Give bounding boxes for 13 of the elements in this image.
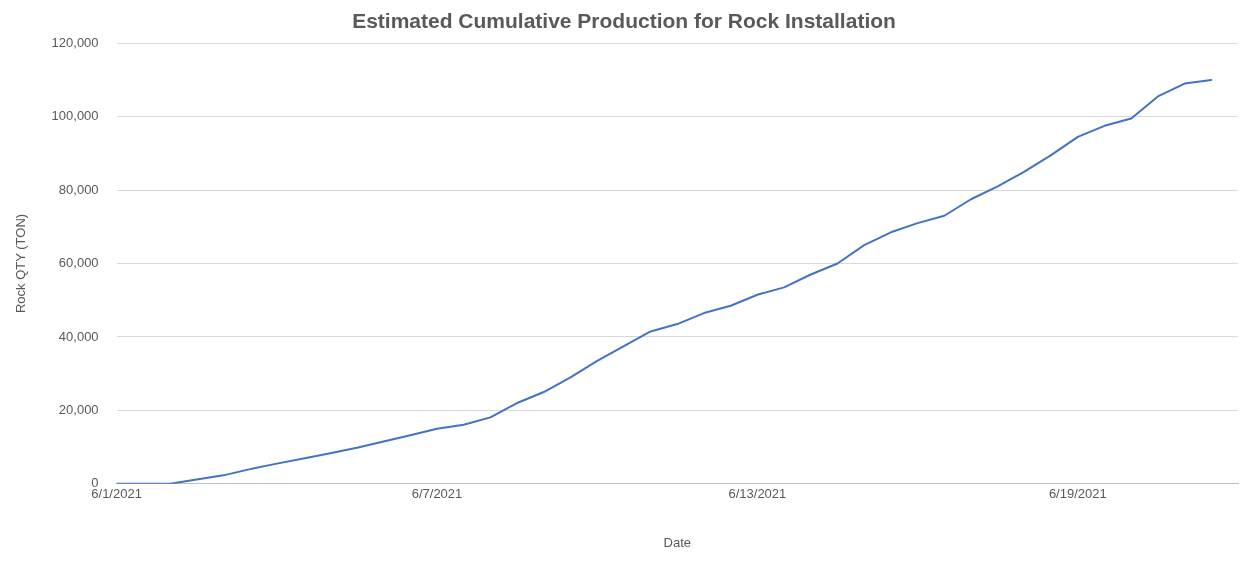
y-tick-label: 60,000 xyxy=(58,255,99,271)
y-tick-label: 80,000 xyxy=(58,181,99,197)
x-tick-label: 6/13/2021 xyxy=(728,486,787,502)
y-tick-label: 100,000 xyxy=(51,108,99,124)
chart-title: Estimated Cumulative Production for Rock Installation xyxy=(352,9,896,33)
y-tick-label: 20,000 xyxy=(58,401,99,417)
x-tick-label: 6/7/2021 xyxy=(411,486,463,502)
y-tick-label: 40,000 xyxy=(58,328,99,344)
y-tick-label: 120,000 xyxy=(51,34,99,50)
x-tick-label: 6/19/2021 xyxy=(1048,486,1107,502)
x-axis-title: Date xyxy=(663,534,692,550)
y-axis-title: Rock QTY (TON) xyxy=(13,213,29,314)
x-tick-label: 6/1/2021 xyxy=(91,486,142,502)
